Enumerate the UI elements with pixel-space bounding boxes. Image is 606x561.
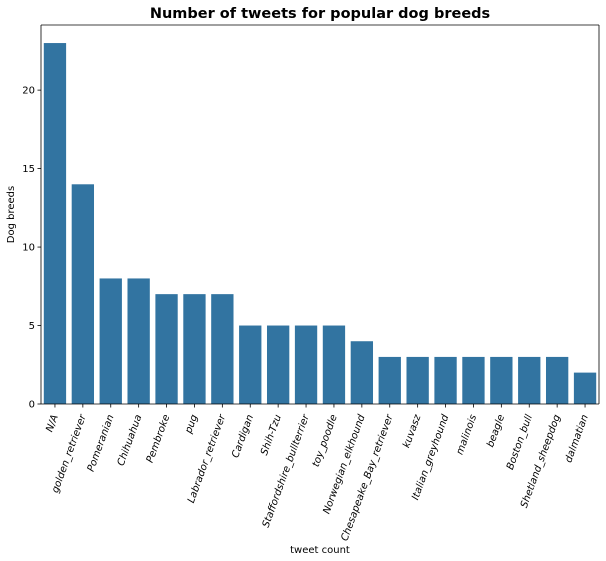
- x-tick-label: toy_poodle: [311, 413, 340, 468]
- y-tick-label: 0: [29, 400, 35, 411]
- bar-malinois: [462, 356, 485, 404]
- x-tick-label: N/A: [44, 413, 60, 434]
- bar-shih-tzu: [266, 325, 290, 404]
- x-tick-label: dalmatian: [563, 413, 591, 464]
- bar-dalmatian: [573, 372, 597, 404]
- x-tick-label: malinois: [455, 413, 480, 456]
- bar-pug: [183, 294, 206, 404]
- bar-boston-bull: [518, 356, 541, 404]
- bar-golden-retriever: [71, 184, 95, 404]
- bars-group: [43, 43, 597, 405]
- bar-cardigan: [239, 325, 262, 404]
- x-tick-label: Chesapeake_Bay_retriever: [340, 412, 396, 542]
- y-tick-label: 15: [22, 164, 35, 175]
- x-tick-label: beagle: [485, 413, 507, 449]
- x-tick-label: Shih-Tzu: [259, 413, 284, 457]
- x-tick-label: Boston_bull: [505, 413, 535, 471]
- y-tick-label: 5: [29, 321, 35, 332]
- y-tick-label: 20: [22, 86, 35, 97]
- x-tick-label: Cardigan: [230, 413, 256, 459]
- bar-norwegian-elkhound: [350, 341, 374, 404]
- bar-kuvasz: [406, 356, 429, 404]
- bar-chesapeake-bay-retriever: [378, 356, 401, 404]
- x-axis-label: tweet count: [290, 545, 350, 556]
- x-tick-label: Pomeranian: [86, 413, 117, 473]
- y-axis-label: Dog breeds: [6, 186, 17, 243]
- y-axis: 0 5 10 15 20: [22, 86, 41, 411]
- bar-chihuahua: [127, 278, 150, 404]
- bar-labrador-retriever: [211, 294, 234, 404]
- bar-pomeranian: [99, 278, 122, 404]
- y-tick-label: 10: [22, 243, 35, 254]
- x-tick-label: Chihuahua: [116, 413, 145, 467]
- bar-shetland-sheepdog: [545, 356, 569, 404]
- bar-n-a: [43, 43, 67, 405]
- bar-staffordshire-bullterrier: [294, 325, 318, 404]
- x-tick-label: pug: [183, 413, 200, 436]
- chart-title: Number of tweets for popular dog breeds: [150, 6, 490, 22]
- bar-pembroke: [155, 294, 178, 404]
- bar-beagle: [490, 356, 513, 404]
- x-tick-label: Pembroke: [145, 413, 173, 464]
- x-tick-label: kuvasz: [401, 413, 423, 450]
- axes-frame: [40, 24, 600, 405]
- bar-italian-greyhound: [434, 356, 457, 404]
- bar-toy-poodle: [322, 325, 346, 404]
